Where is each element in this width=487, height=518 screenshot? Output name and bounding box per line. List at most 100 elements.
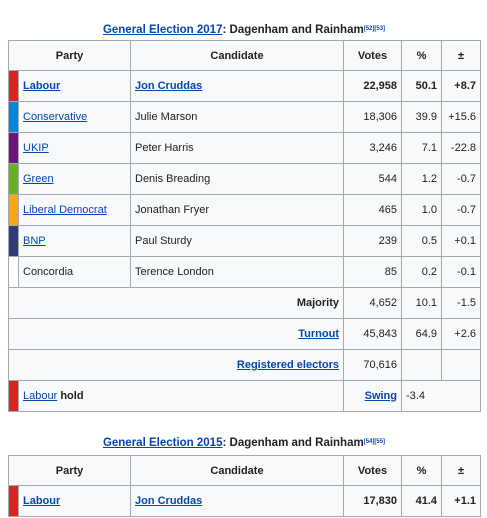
col-header-change: ± [441, 40, 481, 71]
party-cell: BNP [18, 225, 131, 257]
party-color-bar [8, 132, 19, 164]
col-header-votes: Votes [343, 455, 402, 486]
percent-cell: 39.9 [401, 101, 442, 133]
hold-word: hold [60, 390, 84, 402]
votes-cell: 85 [343, 256, 402, 288]
majority-label: Majority [8, 287, 344, 319]
votes-cell: 17,830 [343, 485, 402, 517]
candidate-cell: Peter Harris [130, 132, 344, 164]
candidate-row: Conservative Julie Marson 18,306 39.9 +15.6 [8, 101, 481, 133]
majority-percent: 10.1 [401, 287, 442, 319]
candidate-row: Labour Jon Cruddas 17,830 41.4 +1.1 [8, 485, 481, 517]
votes-cell: 18,306 [343, 101, 402, 133]
col-header-change: ± [441, 455, 481, 486]
constituency-name: : Dagenham and Rainham [222, 24, 364, 36]
votes-cell: 3,246 [343, 132, 402, 164]
swing-value: -3.4 [401, 380, 481, 412]
party-color-bar [8, 101, 19, 133]
reference-links[interactable]: [52][53] [363, 26, 386, 32]
party-cell: UKIP [18, 132, 131, 164]
percent-cell: 0.5 [401, 225, 442, 257]
percent-cell: 1.0 [401, 194, 442, 226]
swing-link[interactable]: Swing [364, 390, 397, 402]
col-header-party: Party [8, 40, 131, 71]
change-cell: +15.6 [441, 101, 481, 133]
col-header-party: Party [8, 455, 131, 486]
majority-votes: 4,652 [343, 287, 402, 319]
candidate-cell: Terence London [130, 256, 344, 288]
registered-electors-link[interactable]: Registered electors [236, 359, 339, 371]
change-cell: -0.1 [441, 256, 481, 288]
votes-cell: 544 [343, 163, 402, 195]
change-cell: +1.1 [441, 485, 481, 517]
party-link[interactable]: Liberal Democrat [23, 204, 107, 216]
constituency-name: : Dagenham and Rainham [222, 437, 364, 449]
party-cell: Labour [18, 485, 131, 517]
registered-electors-label-cell: Registered electors [8, 349, 344, 381]
candidate-row: BNP Paul Sturdy 239 0.5 +0.1 [8, 225, 481, 257]
majority-change: -1.5 [441, 287, 481, 319]
party-link[interactable]: BNP [23, 235, 46, 247]
votes-cell: 22,958 [343, 70, 402, 102]
turnout-votes: 45,843 [343, 318, 402, 350]
party-color-bar [8, 70, 19, 102]
table-header-row: Party Candidate Votes % ± [8, 455, 481, 486]
percent-cell: 7.1 [401, 132, 442, 164]
percent-cell: 41.4 [401, 485, 442, 517]
party-link[interactable]: Conservative [23, 111, 88, 123]
candidate-row: Labour Jon Cruddas 22,958 50.1 +8.7 [8, 70, 481, 102]
col-header-candidate: Candidate [130, 455, 344, 486]
election-2015-table: Party Candidate Votes % ± Labour Jon Crud… [8, 455, 481, 517]
percent-cell: 50.1 [401, 70, 442, 102]
col-header-percent: % [401, 40, 442, 71]
party-color-bar [8, 380, 19, 412]
election-2015-caption: General Election 2015: Dagenham and Rain… [8, 433, 480, 453]
candidate-row: UKIP Peter Harris 3,246 7.1 -22.8 [8, 132, 481, 164]
votes-cell: 239 [343, 225, 402, 257]
turnout-label-cell: Turnout [8, 318, 344, 350]
candidate-link[interactable]: Jon Cruddas [135, 80, 203, 92]
col-header-votes: Votes [343, 40, 402, 71]
party-cell: Liberal Democrat [18, 194, 131, 226]
percent-cell: 0.2 [401, 256, 442, 288]
table-header-row: Party Candidate Votes % ± [8, 40, 481, 71]
candidate-cell: Denis Breading [130, 163, 344, 195]
change-cell: -0.7 [441, 163, 481, 195]
election-2017-caption: General Election 2017: Dagenham and Rain… [8, 20, 480, 40]
party-color-bar [8, 225, 19, 257]
party-color-bar [8, 485, 19, 517]
turnout-link[interactable]: Turnout [298, 328, 339, 340]
hold-cell: Labour hold [18, 380, 344, 412]
party-link[interactable]: UKIP [23, 142, 49, 154]
empty-cell [441, 349, 481, 381]
candidate-cell: Jonathan Fryer [130, 194, 344, 226]
candidate-cell: Jon Cruddas [130, 485, 344, 517]
party-link[interactable]: Labour [23, 80, 61, 92]
party-link[interactable]: Green [23, 173, 54, 185]
party-cell: Green [18, 163, 131, 195]
turnout-percent: 64.9 [401, 318, 442, 350]
party-cell: Labour [18, 70, 131, 102]
registered-electors-votes: 70,616 [343, 349, 402, 381]
party-link[interactable]: Labour [23, 495, 61, 507]
hold-row: Labour hold Swing -3.4 [8, 380, 481, 412]
hold-party-link[interactable]: Labour [23, 390, 58, 402]
party-color-bar [8, 194, 19, 226]
reference-links[interactable]: [54][55] [363, 439, 386, 445]
change-cell: +0.1 [441, 225, 481, 257]
candidate-cell: Julie Marson [130, 101, 344, 133]
candidate-row: Liberal Democrat Jonathan Fryer 465 1.0 -0.7 [8, 194, 481, 226]
election-2015-link[interactable]: General Election 2015 [102, 437, 223, 449]
party-cell: Concordia [18, 256, 131, 288]
col-header-percent: % [401, 455, 442, 486]
candidate-row: Green Denis Breading 544 1.2 -0.7 [8, 163, 481, 195]
candidate-link[interactable]: Jon Cruddas [135, 495, 203, 507]
election-2017-link[interactable]: General Election 2017 [102, 24, 223, 36]
empty-cell [401, 349, 442, 381]
party-cell: Conservative [18, 101, 131, 133]
majority-row: Majority 4,652 10.1 -1.5 [8, 287, 481, 319]
change-cell: -22.8 [441, 132, 481, 164]
change-cell: +8.7 [441, 70, 481, 102]
candidate-cell: Paul Sturdy [130, 225, 344, 257]
col-header-candidate: Candidate [130, 40, 344, 71]
